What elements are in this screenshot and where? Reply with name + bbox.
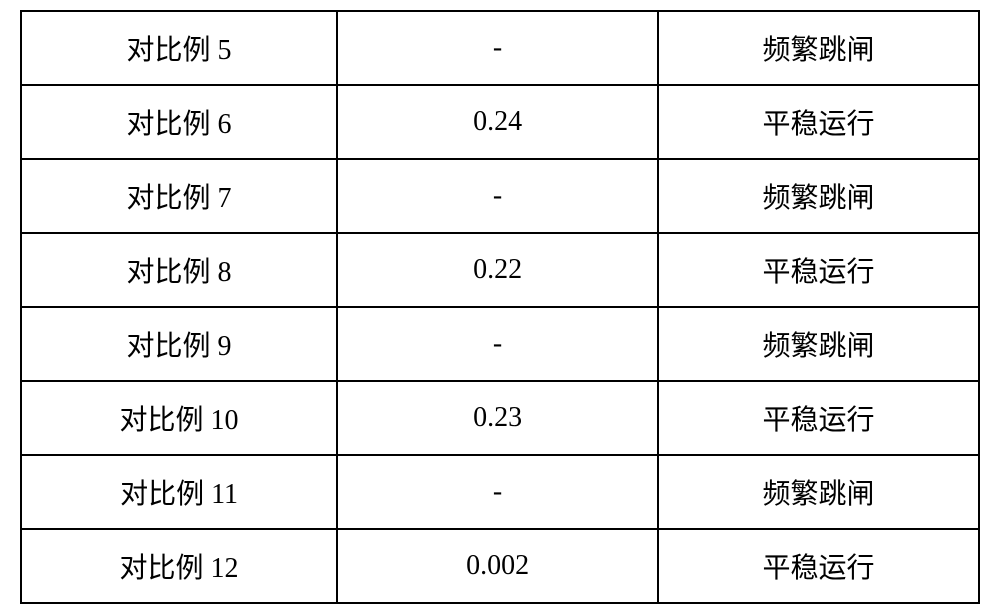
table-row: 对比例 8 0.22 平稳运行 — [21, 233, 979, 307]
table-row: 对比例 6 0.24 平稳运行 — [21, 85, 979, 159]
cell-status: 平稳运行 — [658, 381, 979, 455]
cell-value: 0.22 — [337, 233, 658, 307]
table-row: 对比例 9 - 频繁跳闸 — [21, 307, 979, 381]
cell-value: - — [337, 307, 658, 381]
cell-status: 频繁跳闸 — [658, 307, 979, 381]
cell-status: 平稳运行 — [658, 85, 979, 159]
table-row: 对比例 10 0.23 平稳运行 — [21, 381, 979, 455]
table-body: 对比例 5 - 频繁跳闸 对比例 6 0.24 平稳运行 对比例 7 - 频繁跳… — [21, 11, 979, 603]
cell-label: 对比例 11 — [21, 455, 337, 529]
table-row: 对比例 7 - 频繁跳闸 — [21, 159, 979, 233]
cell-value: - — [337, 159, 658, 233]
cell-label: 对比例 10 — [21, 381, 337, 455]
cell-label: 对比例 7 — [21, 159, 337, 233]
cell-status: 频繁跳闸 — [658, 11, 979, 85]
cell-value: 0.002 — [337, 529, 658, 603]
cell-status: 频繁跳闸 — [658, 455, 979, 529]
data-table: 对比例 5 - 频繁跳闸 对比例 6 0.24 平稳运行 对比例 7 - 频繁跳… — [20, 10, 980, 604]
table-row: 对比例 5 - 频繁跳闸 — [21, 11, 979, 85]
table-row: 对比例 12 0.002 平稳运行 — [21, 529, 979, 603]
cell-label: 对比例 8 — [21, 233, 337, 307]
cell-label: 对比例 9 — [21, 307, 337, 381]
cell-status: 频繁跳闸 — [658, 159, 979, 233]
cell-value: 0.24 — [337, 85, 658, 159]
cell-label: 对比例 6 — [21, 85, 337, 159]
cell-status: 平稳运行 — [658, 529, 979, 603]
table-row: 对比例 11 - 频繁跳闸 — [21, 455, 979, 529]
cell-value: 0.23 — [337, 381, 658, 455]
cell-status: 平稳运行 — [658, 233, 979, 307]
table-container: 对比例 5 - 频繁跳闸 对比例 6 0.24 平稳运行 对比例 7 - 频繁跳… — [20, 10, 980, 604]
cell-value: - — [337, 455, 658, 529]
cell-label: 对比例 12 — [21, 529, 337, 603]
cell-value: - — [337, 11, 658, 85]
cell-label: 对比例 5 — [21, 11, 337, 85]
